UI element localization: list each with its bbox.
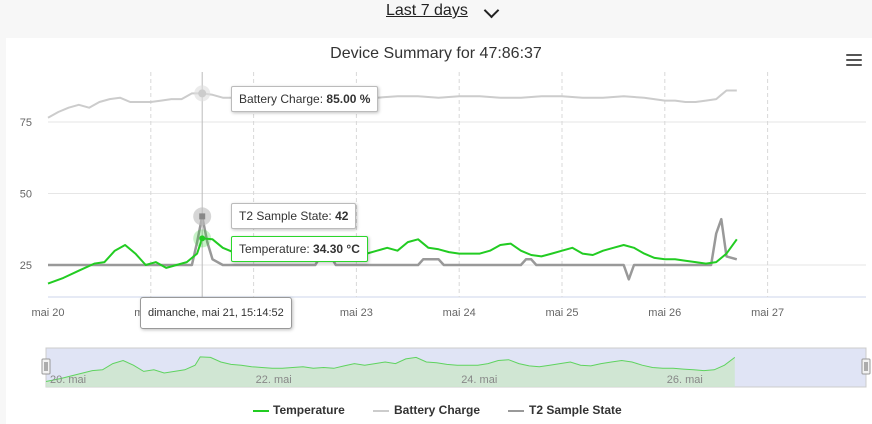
- tooltip-battery-value: 85.00 %: [326, 92, 371, 106]
- chart-title: Device Summary for 47:86:37: [330, 45, 542, 62]
- x-tick-label: mai 27: [751, 307, 784, 319]
- navigator-tick-label: 20. mai: [50, 374, 86, 386]
- legend-battery-swatch: [373, 410, 389, 412]
- navigator-line: [45, 356, 736, 382]
- hover-marker-battery: [198, 89, 207, 98]
- series-group: [47, 89, 738, 285]
- series-line-temperature: [47, 237, 738, 285]
- x-tick-label: mai 23: [340, 307, 373, 319]
- y-tick-label: 50: [20, 189, 32, 201]
- y-axis: 25 50 75: [20, 117, 32, 272]
- tooltip-t2: T2 Sample State: 42: [231, 203, 357, 229]
- x-tick-label: mai 24: [443, 307, 476, 319]
- legend-temperature[interactable]: Temperature: [273, 403, 345, 417]
- legend-t2[interactable]: T2 Sample State: [529, 403, 622, 417]
- tooltip-t2-label: T2 Sample State:: [239, 209, 332, 223]
- hamburger-menu-icon[interactable]: [846, 54, 862, 68]
- grid: [48, 72, 866, 298]
- range-selector-button[interactable]: Last 7 days: [386, 2, 468, 19]
- legend: Temperature Battery Charge T2 Sample Sta…: [0, 403, 872, 421]
- legend-battery[interactable]: Battery Charge: [394, 403, 481, 417]
- range-selector[interactable]: Last 7 days: [0, 0, 872, 38]
- y-tick-label: 25: [20, 260, 32, 272]
- navigator-area: [46, 356, 735, 387]
- navigator-handle-right[interactable]: [861, 358, 871, 375]
- legend-t2-swatch: [508, 410, 524, 412]
- navigator-tick-label: 22. mai: [256, 374, 292, 386]
- tooltip-date: dimanche, mai 21, 15:14:52: [140, 297, 292, 329]
- tooltip-temperature-label: Temperature:: [239, 242, 310, 256]
- tooltip-battery: Battery Charge: 85.00 %: [231, 86, 379, 112]
- legend-temperature-swatch: [253, 410, 269, 412]
- x-tick-label: mai 26: [648, 307, 681, 319]
- crosshair: [193, 72, 212, 297]
- tooltip-battery-label: Battery Charge:: [239, 92, 324, 106]
- hover-marker-temperature: [199, 235, 206, 242]
- navigator-tick-label: 26. mai: [667, 374, 703, 386]
- tooltip-temperature-value: 34.30 °C: [313, 242, 360, 256]
- hover-marker-t2: [199, 213, 206, 220]
- tooltip-t2-value: 42: [335, 209, 349, 223]
- navigator-tick-label: 24. mai: [461, 374, 497, 386]
- x-tick-label: mai 25: [545, 307, 578, 319]
- navigator[interactable]: 20. mai 22. mai 24. mai 26. mai: [41, 347, 871, 388]
- y-tick-label: 75: [20, 117, 32, 129]
- tooltip-temperature: Temperature: 34.30 °C: [231, 236, 368, 262]
- x-tick-label: mai 20: [31, 307, 64, 319]
- series-line-battery-charge: [47, 89, 737, 119]
- navigator-handle-left[interactable]: [41, 358, 51, 375]
